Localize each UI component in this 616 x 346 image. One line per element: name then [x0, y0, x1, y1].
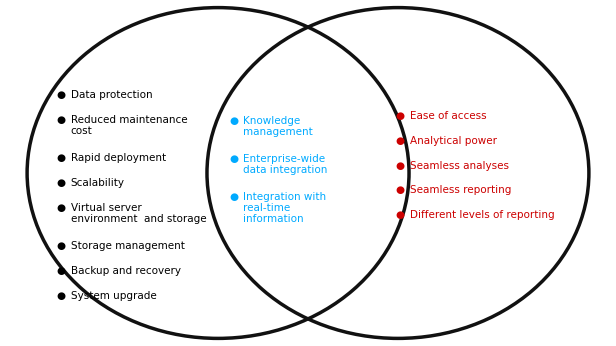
Text: ●: ●	[395, 185, 405, 195]
Text: Reduced maintenance
cost: Reduced maintenance cost	[71, 115, 187, 136]
Text: Knowledge
management: Knowledge management	[243, 116, 313, 137]
Text: ●: ●	[57, 90, 66, 100]
Text: ●: ●	[57, 115, 66, 125]
Text: Analytical power: Analytical power	[410, 136, 496, 146]
Text: ●: ●	[229, 192, 238, 202]
Text: Data protection: Data protection	[71, 90, 153, 100]
Text: Seamless analyses: Seamless analyses	[410, 161, 509, 171]
Text: Ease of access: Ease of access	[410, 111, 486, 121]
Text: Virtual server
environment  and storage: Virtual server environment and storage	[71, 203, 206, 224]
Text: ●: ●	[229, 116, 238, 126]
Text: ●: ●	[57, 203, 66, 213]
Text: ●: ●	[395, 136, 405, 146]
Text: ●: ●	[229, 154, 238, 164]
Text: Enterprise-wide
data integration: Enterprise-wide data integration	[243, 154, 328, 175]
Text: Storage management: Storage management	[71, 241, 185, 251]
Text: Rapid deployment: Rapid deployment	[71, 153, 166, 163]
Text: Seamless reporting: Seamless reporting	[410, 185, 511, 195]
Text: ●: ●	[57, 266, 66, 276]
Text: ●: ●	[57, 291, 66, 301]
Text: Scalability: Scalability	[71, 178, 125, 188]
Text: ●: ●	[395, 210, 405, 220]
Text: ●: ●	[57, 178, 66, 188]
Text: ●: ●	[395, 161, 405, 171]
Text: Different levels of reporting: Different levels of reporting	[410, 210, 554, 220]
Text: System upgrade: System upgrade	[71, 291, 156, 301]
Text: ●: ●	[57, 153, 66, 163]
Text: Integration with
real-time
information: Integration with real-time information	[243, 192, 326, 225]
Text: ●: ●	[57, 241, 66, 251]
Text: ●: ●	[395, 111, 405, 121]
Text: Backup and recovery: Backup and recovery	[71, 266, 181, 276]
